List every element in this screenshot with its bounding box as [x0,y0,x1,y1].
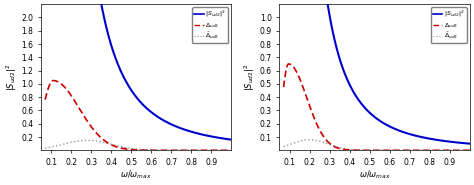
Y-axis label: $|S_{ud2}|^2$: $|S_{ud2}|^2$ [4,63,18,91]
Legend: $|S_{ud2}|^2$, $\Delta_{ud2}$, $\bar{\Delta}_{ud2}$: $|S_{ud2}|^2$, $\Delta_{ud2}$, $\bar{\De… [431,7,467,43]
X-axis label: $\omega/\omega_{max}$: $\omega/\omega_{max}$ [359,168,391,181]
X-axis label: $\omega/\omega_{max}$: $\omega/\omega_{max}$ [120,168,152,181]
Y-axis label: $|S_{ud2}|^2$: $|S_{ud2}|^2$ [243,63,257,91]
Legend: $|S_{ud2}|^2$, $\Delta_{ud2}$, $\bar{\Delta}_{ud2}$: $|S_{ud2}|^2$, $\Delta_{ud2}$, $\bar{\De… [192,7,228,43]
